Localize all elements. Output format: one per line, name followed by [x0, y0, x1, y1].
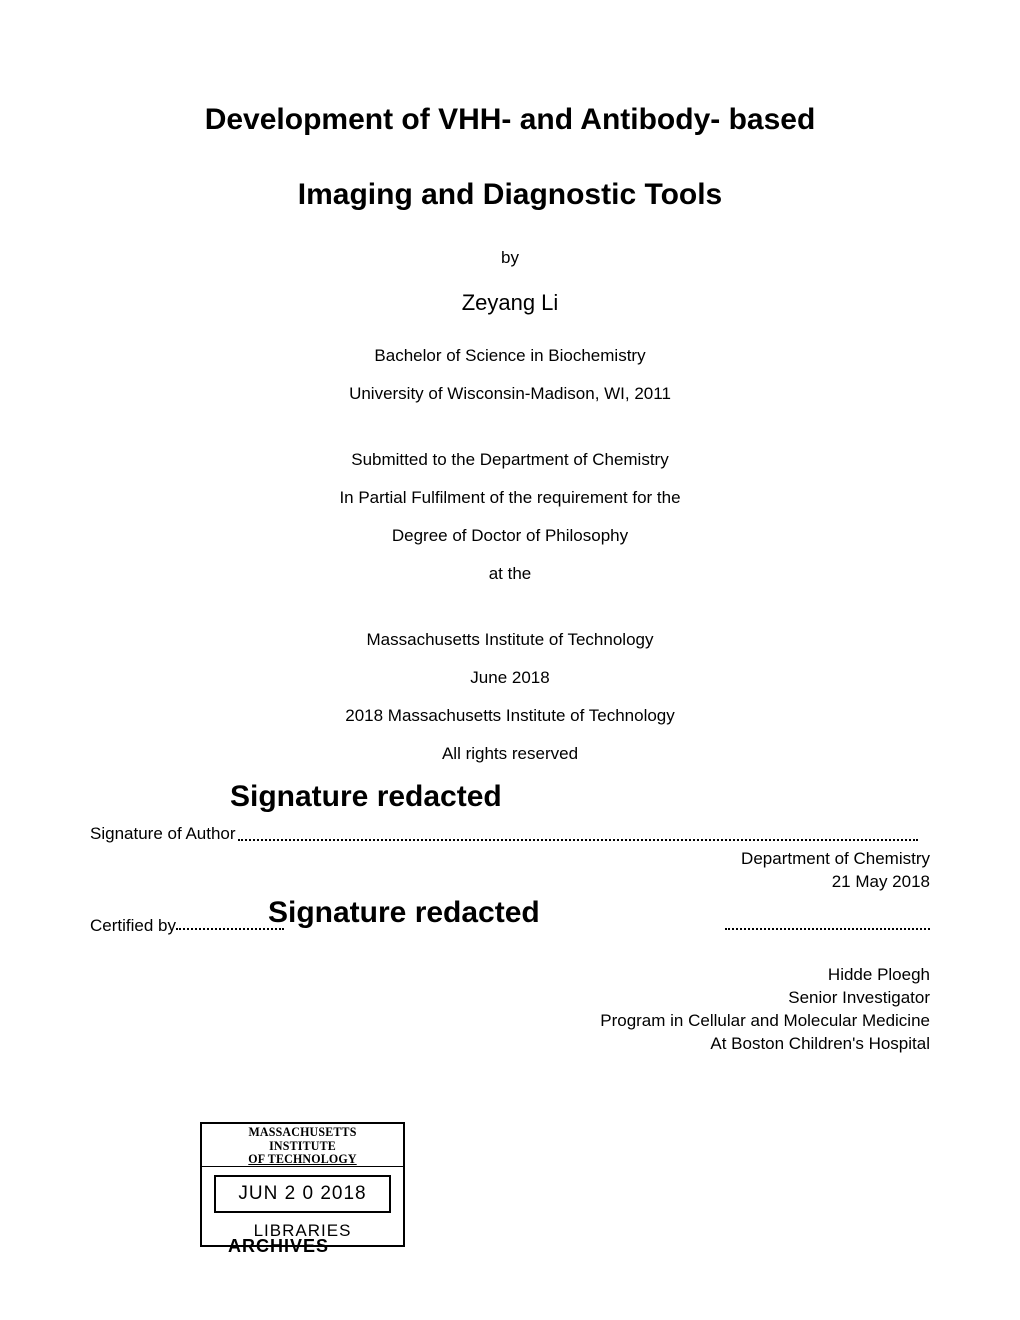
degree-line: Degree of Doctor of Philosophy: [90, 526, 930, 546]
advisor-name: Hidde Ploegh: [90, 964, 930, 987]
at-the-line: at the: [90, 564, 930, 584]
signature-line-1: [238, 839, 918, 841]
signature-redacted-2: Signature redacted: [268, 896, 540, 930]
thesis-title-line2: Imaging and Diagnostic Tools: [90, 175, 930, 214]
advisor-program: Program in Cellular and Molecular Medici…: [90, 1010, 930, 1033]
author-name: Zeyang Li: [90, 290, 930, 316]
stamp-institution-line2: OF TECHNOLOGY: [214, 1152, 392, 1166]
thesis-title-line1: Development of VHH- and Antibody- based: [90, 100, 930, 139]
certified-dots-right: [725, 928, 930, 930]
prior-degree: Bachelor of Science in Biochemistry: [90, 346, 930, 366]
signature-date: 21 May 2018: [90, 871, 930, 894]
advisor-location: At Boston Children's Hospital: [90, 1033, 930, 1056]
signature-redacted-1: Signature redacted: [230, 780, 502, 814]
submitted-line: Submitted to the Department of Chemistry: [90, 450, 930, 470]
copyright-line: 2018 Massachusetts Institute of Technolo…: [90, 706, 930, 726]
stamp-date: JUN 2 0 2018: [214, 1175, 391, 1213]
certified-by-block: Certified by Signature redacted: [90, 898, 930, 942]
stamp-institution-line1: MASSACHUSETTS INSTITUTE: [214, 1125, 392, 1152]
stamp-archives: ARCHIVES: [228, 1236, 329, 1257]
department-name: Department of Chemistry: [90, 848, 930, 871]
signature-author-block: Signature redacted Signature of Author: [90, 782, 930, 828]
advisor-title: Senior Investigator: [90, 987, 930, 1010]
by-label: by: [90, 248, 930, 268]
library-stamp: MASSACHUSETTS INSTITUTE OF TECHNOLOGY JU…: [200, 1122, 405, 1247]
advisor-block: Hidde Ploegh Senior Investigator Program…: [90, 964, 930, 1056]
date-line: June 2018: [90, 668, 930, 688]
institute-line: Massachusetts Institute of Technology: [90, 630, 930, 650]
prior-school: University of Wisconsin-Madison, WI, 201…: [90, 384, 930, 404]
certified-by-label: Certified by: [90, 916, 176, 936]
department-block: Department of Chemistry 21 May 2018: [90, 848, 930, 894]
signature-of-author-label: Signature of Author: [90, 824, 236, 843]
rights-line: All rights reserved: [90, 744, 930, 764]
partial-fulfilment-line: In Partial Fulfilment of the requirement…: [90, 488, 930, 508]
